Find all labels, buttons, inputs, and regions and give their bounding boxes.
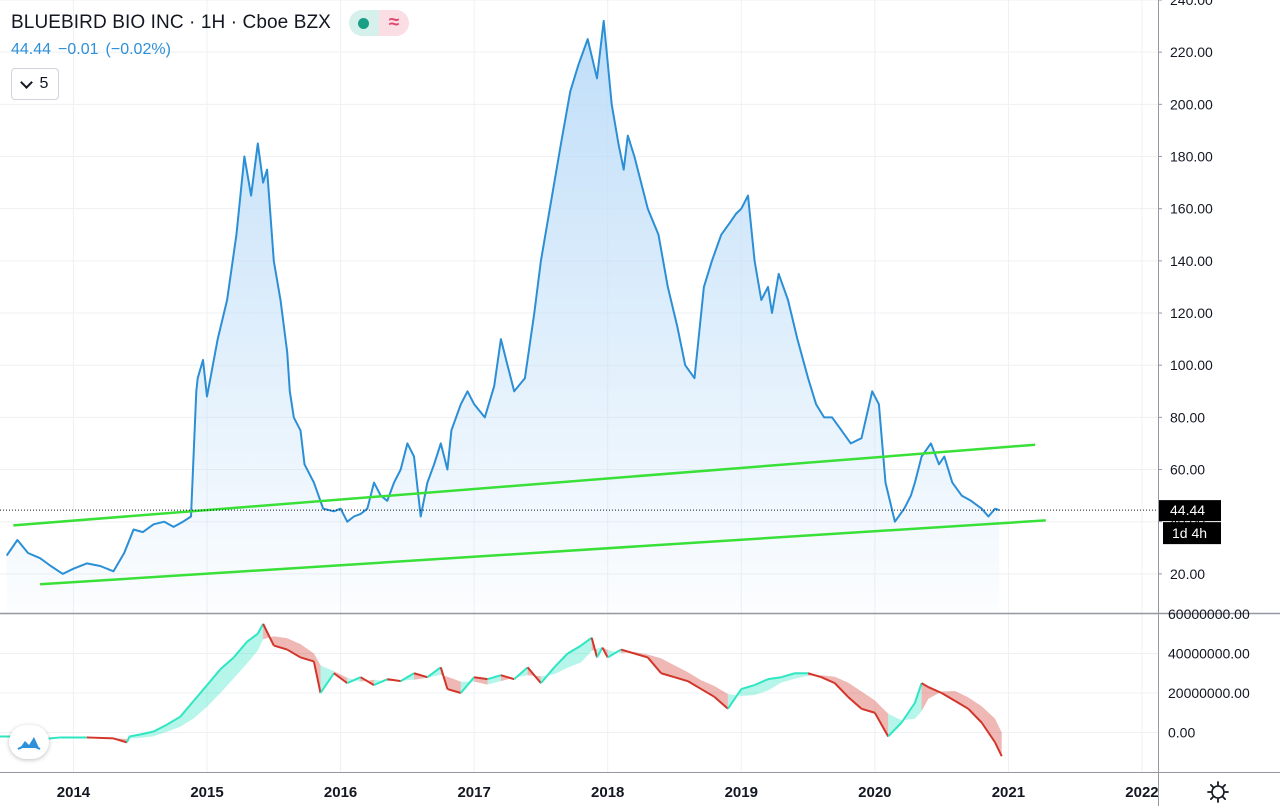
y-tick-label: 80.00 xyxy=(1170,409,1205,425)
price-quote: 44.44 −0.01 (−0.02%) xyxy=(11,41,178,59)
indicator-cloud-segment xyxy=(955,691,968,709)
collapse-indicators-button[interactable]: 5 xyxy=(11,68,59,100)
indicator-y-tick-label: 60000000.00 xyxy=(1168,606,1250,622)
y-tick-label: 240.00 xyxy=(1170,0,1213,8)
x-tick-label: 2014 xyxy=(57,784,91,801)
indicator-cloud-segment xyxy=(234,642,247,679)
indicator-line-segment xyxy=(127,736,130,742)
settings-gear-icon[interactable] xyxy=(1206,780,1230,804)
symbol-title[interactable]: BLUEBIRD BIO INC · 1H · Cboe BZX xyxy=(11,12,331,34)
chart-legend-header: BLUEBIRD BIO INC · 1H · Cboe BZX ≈ xyxy=(11,10,409,36)
y-tick-label: 200.00 xyxy=(1170,96,1213,112)
price-change-pct: (−0.02%) xyxy=(106,41,171,58)
x-tick-label: 2018 xyxy=(591,784,624,801)
y-tick-label: 100.00 xyxy=(1170,357,1213,373)
x-tick-label: 2020 xyxy=(858,784,891,801)
indicator-cloud-segment xyxy=(848,683,861,709)
cloud-logo-icon xyxy=(16,733,42,751)
indicator-pane[interactable] xyxy=(0,624,1002,756)
market-status-icon xyxy=(349,10,379,36)
indicator-y-tick-label: 40000000.00 xyxy=(1168,646,1250,662)
status-pill[interactable]: ≈ xyxy=(349,10,409,36)
y-tick-label: 160.00 xyxy=(1170,201,1213,217)
y-tick-label: 180.00 xyxy=(1170,149,1213,165)
last-price-badge-label: 44.44 xyxy=(1170,502,1205,518)
delayed-data-icon: ≈ xyxy=(379,10,409,36)
x-tick-label: 2022 xyxy=(1125,784,1158,801)
y-tick-label: 20.00 xyxy=(1170,566,1205,582)
y-tick-label: 140.00 xyxy=(1170,253,1213,269)
indicator-cloud-segment xyxy=(701,680,714,697)
price-change: −0.01 xyxy=(58,41,98,58)
indicator-line-segment xyxy=(541,667,554,683)
indicator-line-segment xyxy=(87,737,114,738)
y-tick-label: 60.00 xyxy=(1170,462,1205,478)
countdown-label: 1d 4h xyxy=(1172,525,1207,541)
indicator-cloud-segment xyxy=(688,672,701,689)
indicator-y-tick-label: 0.00 xyxy=(1168,725,1195,741)
x-tick-label: 2021 xyxy=(992,784,1025,801)
price-pane[interactable] xyxy=(0,21,1158,613)
x-tick-label: 2015 xyxy=(190,784,223,801)
x-tick-label: 2019 xyxy=(725,784,758,801)
chevron-down-icon xyxy=(20,76,33,89)
tradingview-logo-button[interactable] xyxy=(9,725,49,759)
x-tick-label: 2017 xyxy=(457,784,490,801)
last-price: 44.44 xyxy=(11,41,51,58)
y-tick-label: 220.00 xyxy=(1170,44,1213,60)
indicator-count: 5 xyxy=(40,75,49,93)
x-tick-label: 2016 xyxy=(324,784,357,801)
indicator-cloud-segment xyxy=(207,669,220,707)
y-tick-label: 120.00 xyxy=(1170,305,1213,321)
indicator-y-tick-label: 20000000.00 xyxy=(1168,685,1250,701)
indicator-cloud-segment xyxy=(194,685,207,718)
